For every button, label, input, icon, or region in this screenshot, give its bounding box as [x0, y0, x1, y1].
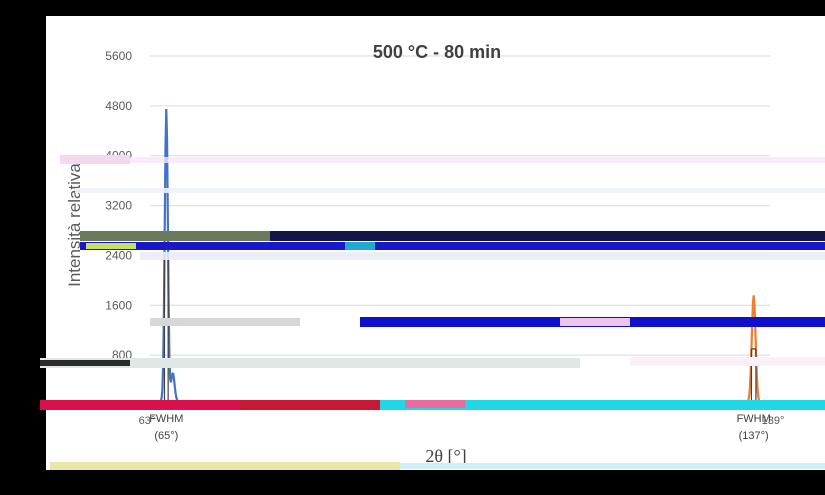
fwhm-annotation-angle-0: (65°): [154, 430, 178, 442]
x-axis-label: 2θ [°]: [425, 446, 466, 466]
fwhm-annotation-angle-1: (137°): [739, 430, 769, 442]
x-tick-label-0: 63°: [139, 415, 156, 427]
fwhm-annotations: FWHM (65°) FWHM (137°): [149, 413, 771, 442]
y-axis-label: Intensità relativa: [65, 163, 84, 287]
fwhm-annotation-label-0: FWHM: [149, 413, 183, 425]
y-tick-label-5: 1600: [105, 298, 132, 312]
fwhm-annotation-label-1: FWHM: [737, 413, 771, 425]
x-tick-label-1: 139°: [762, 415, 785, 427]
artifact-bands: [40, 155, 825, 470]
y-tick-label-1: 4800: [105, 99, 132, 113]
y-tick-label-0: 5600: [105, 49, 132, 63]
x-tick-labels: 63° 139°: [139, 415, 785, 427]
y-tick-labels: 560048004000320024001600800: [105, 49, 132, 362]
y-tick-label-3: 3200: [105, 199, 132, 213]
chart-title: 500 °C - 80 min: [373, 42, 501, 62]
y-tick-label-4: 2400: [105, 248, 132, 262]
